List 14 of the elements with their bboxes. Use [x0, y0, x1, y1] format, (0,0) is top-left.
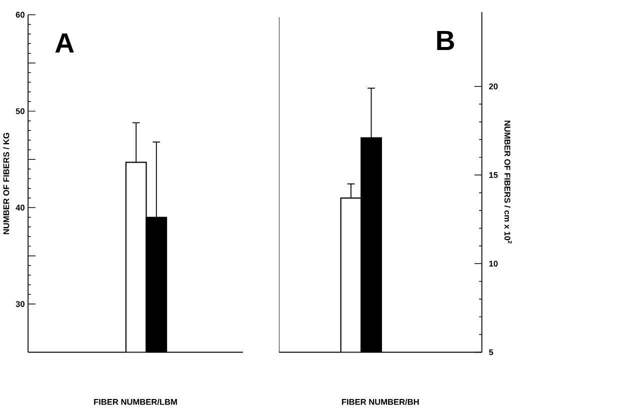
y-axis-title: NUMBER OF FIBERS / cm x 10$^{2}$	[504, 120, 512, 244]
text: A	[55, 34, 74, 53]
x-axis-title: FIBER NUMBER/LBM	[94, 398, 177, 406]
y-axis-title: NUMBER OF FIBERS / KG	[3, 133, 10, 234]
y-tick-label: 15	[489, 172, 498, 178]
y-tick-label: 60	[16, 12, 24, 18]
x-axis-title: FIBER NUMBER/BH	[342, 398, 419, 406]
y-tick-label: 40	[16, 204, 24, 211]
y-tick-label: 50	[16, 108, 24, 114]
text: B	[437, 31, 454, 50]
y-tick-label: 20	[489, 84, 498, 90]
y-tick-label: 5	[489, 350, 494, 356]
y-tick-label: 30	[16, 301, 24, 308]
y-tick-label: 10	[489, 260, 498, 267]
